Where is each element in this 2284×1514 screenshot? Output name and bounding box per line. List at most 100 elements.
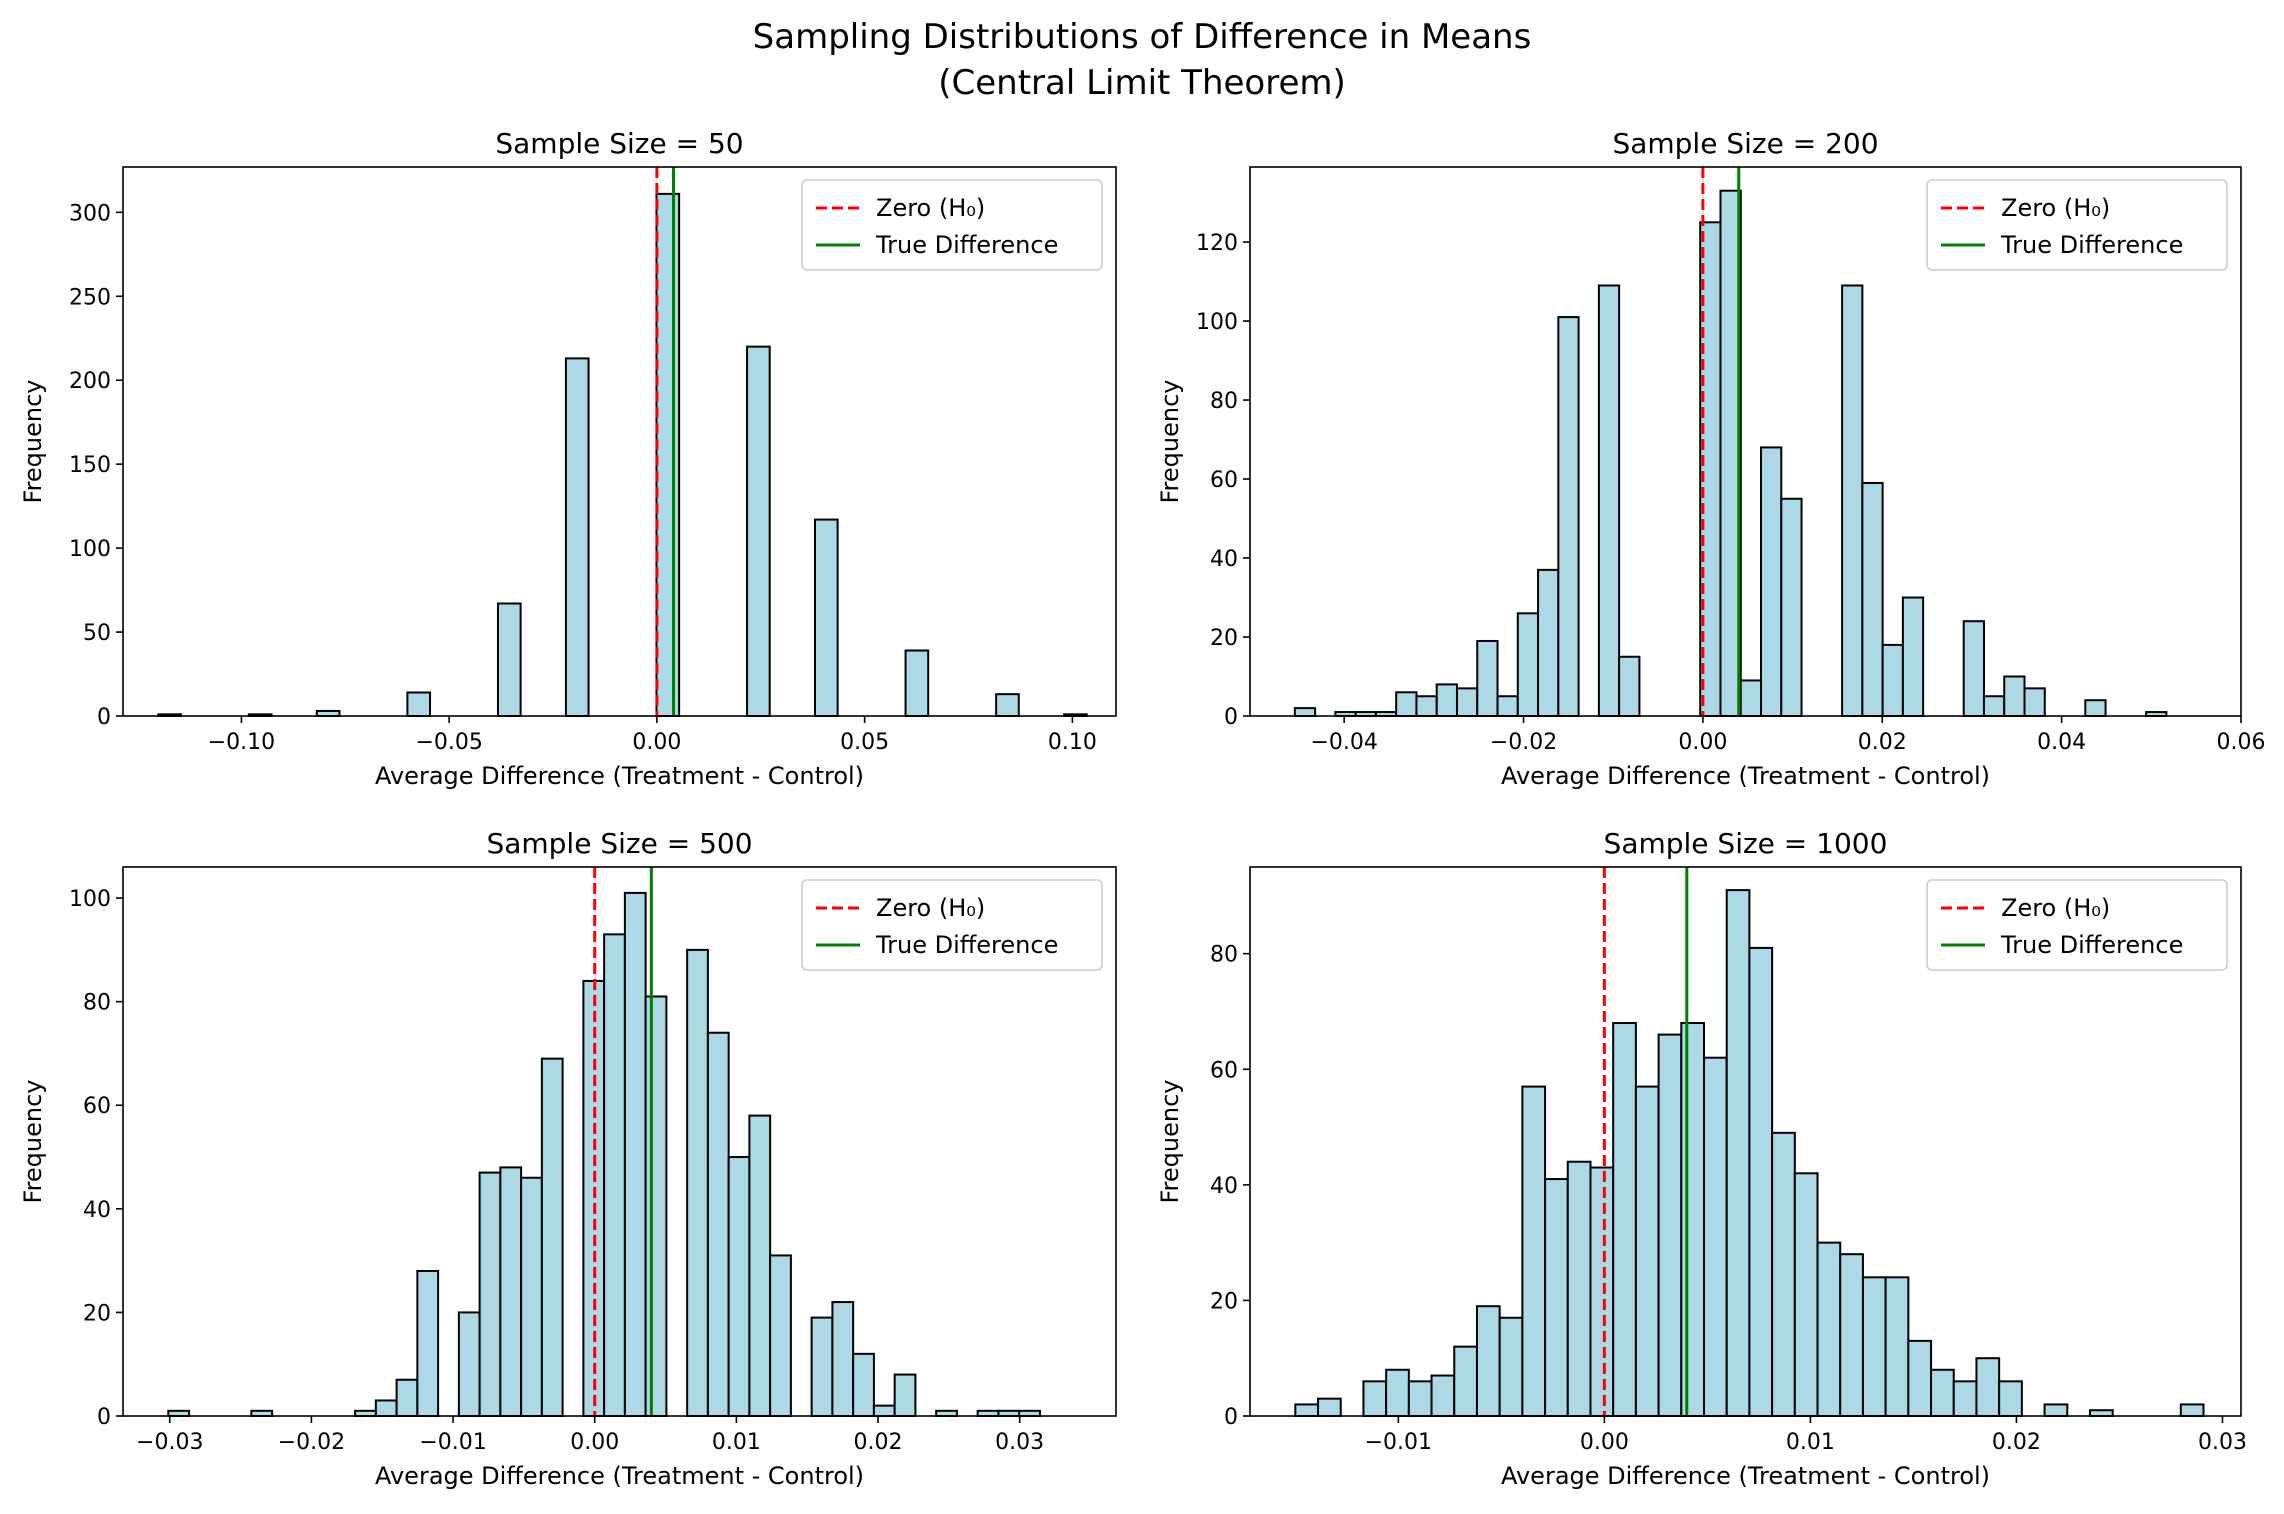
histogram-bar — [1566, 1160, 1592, 1417]
histogram-bar — [1703, 1056, 1728, 1417]
histogram-bar — [1962, 620, 1985, 718]
y-tick-label: 200 — [69, 369, 111, 394]
histogram-bar — [748, 1114, 772, 1417]
y-tick-label: 120 — [1196, 231, 1238, 256]
subplot-title: Sample Size = 200 — [1612, 127, 1878, 160]
histogram-bar — [1748, 946, 1774, 1417]
x-tick-label: 0.01 — [712, 1430, 761, 1455]
x-tick-label: 0.10 — [1048, 730, 1097, 755]
y-axis-label: Frequency — [19, 1080, 47, 1204]
y-tick-label: 0 — [97, 705, 111, 730]
histogram-bar — [603, 933, 626, 1418]
axes-frame — [122, 866, 1117, 1417]
y-tick-label: 60 — [1210, 468, 1238, 493]
histogram-bar — [1589, 1166, 1615, 1418]
histogram-bar — [655, 192, 681, 718]
y-tick-label: 0 — [1224, 1405, 1238, 1430]
histogram-bar — [852, 1352, 875, 1417]
y-axis-label: Frequency — [19, 380, 47, 504]
x-tick-label: −0.01 — [419, 1430, 486, 1455]
histogram-bar — [1952, 1380, 1978, 1417]
histogram-bar — [1317, 1397, 1342, 1418]
histogram-bar — [831, 1301, 855, 1418]
histogram-bar — [520, 1176, 543, 1417]
histogram-bar — [1739, 679, 1763, 718]
histogram-bar — [1634, 1085, 1660, 1417]
x-tick-label: 0.00 — [1678, 730, 1727, 755]
axes-frame — [1249, 866, 2242, 1417]
legend-zero-label: Zero (H₀) — [2001, 894, 2110, 922]
histogram-panel-4: −0.01 0.00 0.01 0.02 0.03 0 20 40 60 80 Sample Siz… — [1156, 827, 2247, 1490]
histogram-bar — [496, 602, 522, 718]
histogram-bar — [769, 1254, 792, 1417]
x-axis-label: Average Difference (Treatment - Control) — [375, 1462, 864, 1490]
legend-true-label: True Difference — [2000, 931, 2183, 959]
histogram-bar — [1544, 1178, 1569, 1418]
histogram-bar — [1521, 1085, 1547, 1417]
histogram-bar — [499, 1166, 523, 1418]
x-tick-label: 0.03 — [995, 1430, 1044, 1455]
histogram-bar — [1725, 889, 1751, 1417]
x-tick-label: 0.01 — [1786, 1430, 1835, 1455]
histogram-bar — [1395, 691, 1418, 717]
y-axis-label: Frequency — [1156, 380, 1184, 504]
histogram-panel-1: −0.10 −0.05 0.00 0.05 0.10 0 50 100 150 200 250 300… — [19, 127, 1117, 790]
legend-zero-label: Zero (H₀) — [876, 894, 985, 922]
x-tick-label: 0.02 — [1858, 730, 1907, 755]
x-tick-label: 0.04 — [2037, 730, 2086, 755]
histogram-bar — [1537, 568, 1560, 717]
figure-title: Sampling Distributions of Difference in … — [0, 14, 2284, 106]
subplot-title: Sample Size = 50 — [495, 127, 743, 160]
legend-true-label: True Difference — [875, 931, 1058, 959]
y-tick-label: 60 — [83, 1094, 111, 1119]
histogram-bar — [1618, 655, 1641, 718]
y-tick-label: 20 — [1210, 626, 1238, 651]
histogram-bar — [1881, 643, 1904, 717]
histogram-bar — [904, 649, 930, 718]
x-axis-label: Average Difference (Treatment - Control) — [375, 762, 864, 790]
y-tick-label: 100 — [69, 537, 111, 562]
histogram-bar — [1760, 446, 1783, 717]
y-tick-label: 100 — [69, 887, 111, 912]
y-tick-label: 40 — [1210, 1174, 1238, 1199]
histogram-bar — [1435, 683, 1458, 718]
histogram-bar — [2088, 1409, 2114, 1417]
histogram-bar — [395, 1378, 419, 1417]
x-tick-label: −0.02 — [278, 1430, 345, 1455]
x-tick-label: −0.03 — [136, 1430, 203, 1455]
histogram-bar — [1597, 284, 1621, 717]
y-tick-label: 40 — [1210, 547, 1238, 572]
histogram-bar — [1816, 1241, 1842, 1417]
histogram-bar — [995, 693, 1020, 717]
histogram-bar — [1516, 612, 1540, 717]
histogram-bar — [2179, 1403, 2205, 1417]
histogram-bar — [1884, 1276, 1910, 1418]
histogram-bar — [564, 357, 590, 717]
legend: Zero (H₀) True Difference — [1926, 179, 2228, 271]
histogram-bar — [478, 1171, 502, 1417]
histogram-bar — [1455, 687, 1479, 717]
y-tick-label: 80 — [1210, 943, 1238, 968]
histogram-bar — [1907, 1339, 1933, 1417]
y-tick-label: 300 — [69, 201, 111, 226]
legend-zero-label: Zero (H₀) — [2001, 194, 2110, 222]
figure-title-line1: Sampling Distributions of Difference in … — [752, 17, 1532, 57]
histogram-bar — [1430, 1374, 1456, 1418]
histogram-bar — [1385, 1368, 1410, 1418]
histogram-bar — [810, 1316, 834, 1417]
histogram-bar — [1453, 1345, 1478, 1418]
histogram-bar — [1362, 1380, 1388, 1417]
histogram-bar — [406, 691, 432, 717]
histogram-panel-3: −0.03 −0.02 −0.01 0.00 0.01 0.02 0.03 0 20 40 60 80… — [19, 827, 1117, 1490]
y-tick-label: 20 — [1210, 1289, 1238, 1314]
legend-box — [1926, 879, 2228, 971]
histogram-bar — [1841, 284, 1864, 717]
histogram-bar — [1498, 1316, 1524, 1418]
y-tick-label: 80 — [83, 991, 111, 1016]
legend: Zero (H₀) True Difference — [801, 179, 1103, 271]
x-tick-label: 0.05 — [840, 730, 889, 755]
x-axis-label: Average Difference (Treatment - Control) — [1501, 1462, 1990, 1490]
histogram-bar — [2043, 1403, 2069, 1417]
